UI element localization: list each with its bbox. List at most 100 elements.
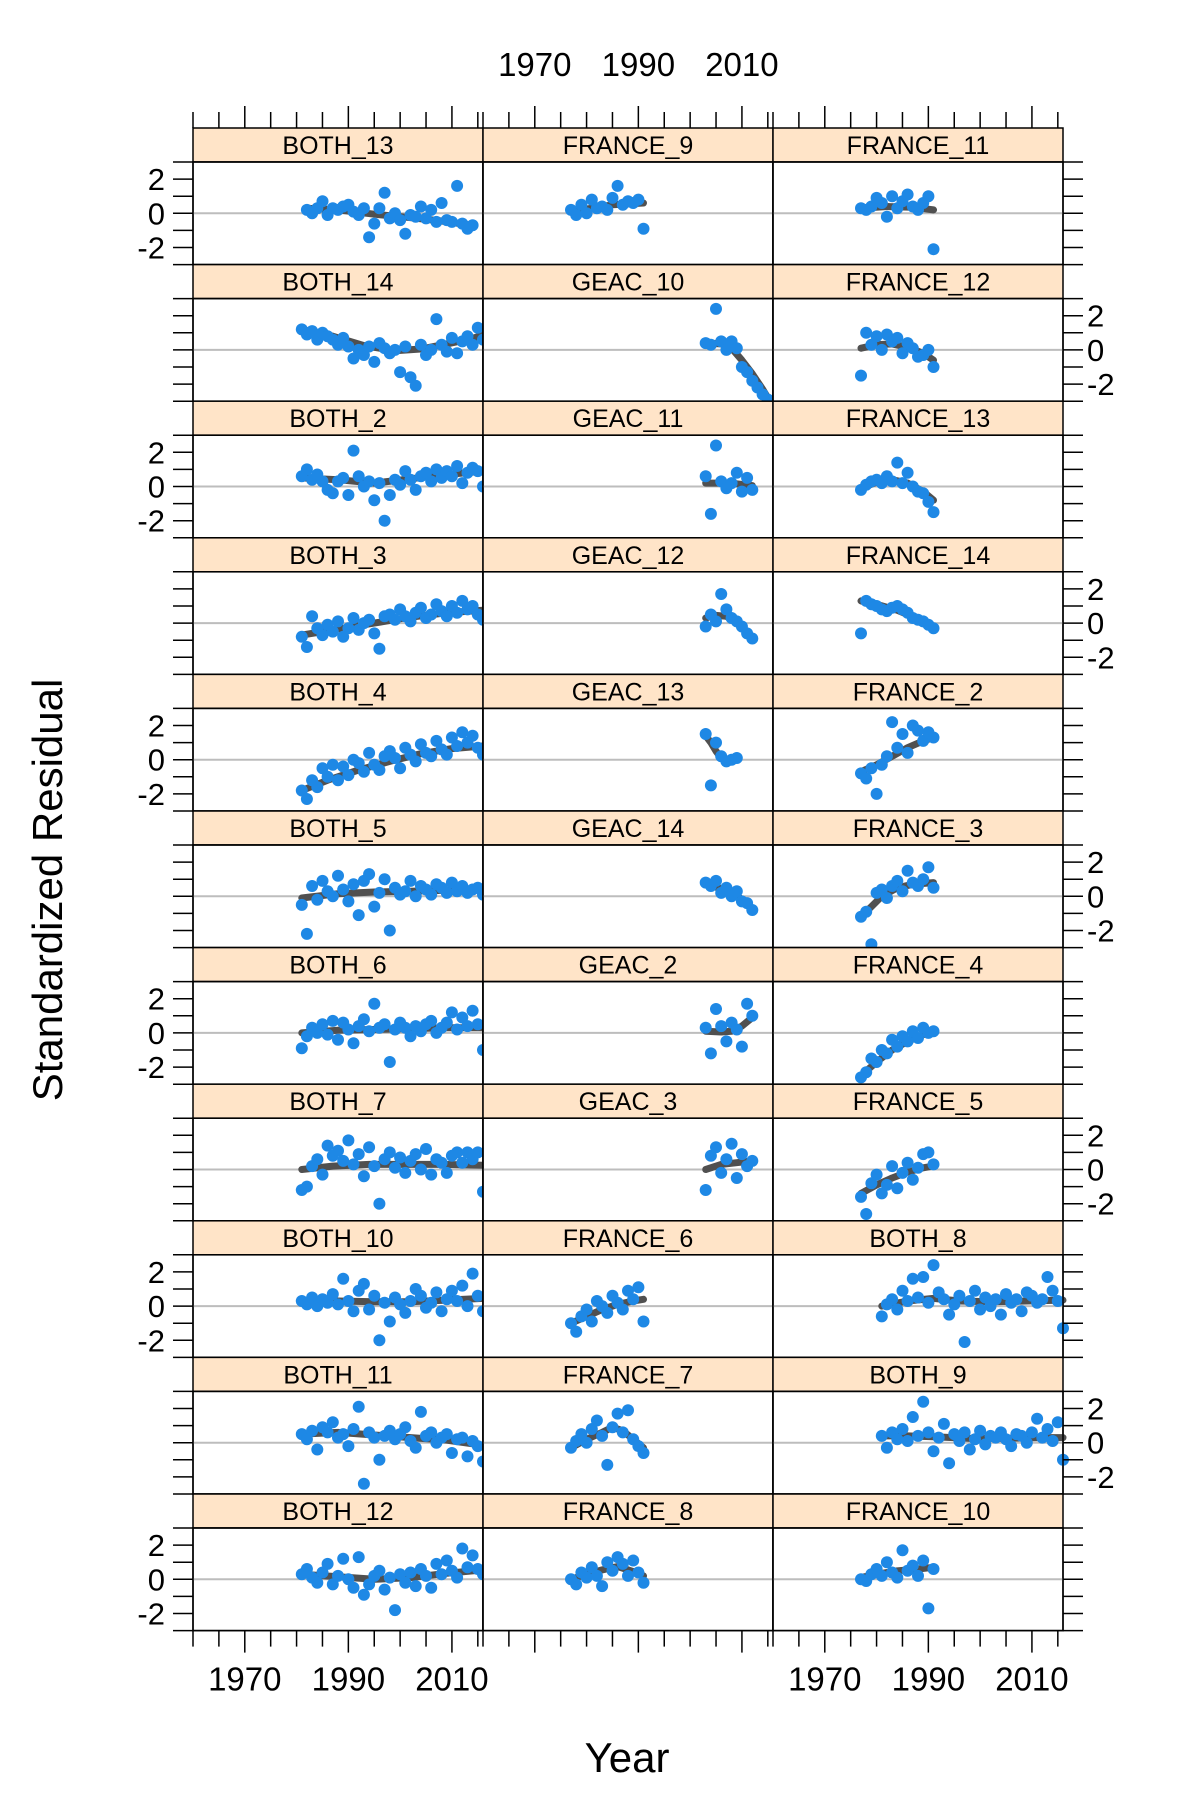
data-point [466, 338, 479, 351]
data-point [420, 1569, 432, 1582]
data-point [632, 1566, 645, 1579]
data-point [456, 1011, 469, 1024]
data-point [363, 475, 376, 488]
data-point [357, 1477, 370, 1490]
data-point [627, 1293, 640, 1306]
data-point [1046, 1435, 1059, 1447]
data-point [311, 1443, 324, 1456]
data-point [311, 1026, 324, 1039]
data-point [901, 188, 914, 201]
data-point [741, 366, 754, 379]
data-point [870, 330, 883, 343]
data-point [342, 1023, 355, 1036]
data-point [922, 861, 935, 874]
data-point [456, 726, 469, 739]
data-point [912, 724, 924, 737]
panel-strip [192, 127, 484, 163]
data-point [570, 1578, 583, 1591]
data-point [440, 886, 453, 899]
data-point [394, 366, 407, 379]
data-point [710, 439, 722, 452]
data-point [730, 466, 743, 479]
panel-geac-11: GEAC_11 [482, 400, 774, 539]
y-tick-label: 0 [1087, 333, 1104, 368]
y-tick-label: -2 [1087, 640, 1115, 675]
data-point [886, 1160, 899, 1173]
data-point [585, 1315, 598, 1328]
data-point [326, 487, 339, 500]
data-point [440, 748, 453, 761]
data-point [378, 873, 391, 886]
panel-strip [192, 946, 484, 983]
panel-france-6: FRANCE_6 [482, 1220, 774, 1359]
data-point [383, 1056, 396, 1068]
data-point [445, 1447, 458, 1459]
data-point [746, 632, 759, 645]
panel-strip [192, 1220, 484, 1256]
data-point [373, 764, 386, 776]
panel-strip-label: FRANCE_10 [846, 1498, 991, 1526]
panel-strip-label: FRANCE_8 [563, 1498, 694, 1526]
data-point [420, 1143, 432, 1155]
data-point [901, 1156, 914, 1169]
data-point [363, 1025, 376, 1038]
panel-strip-label: FRANCE_14 [846, 542, 991, 570]
data-point [891, 741, 904, 754]
data-point [860, 905, 873, 918]
data-point [1025, 1426, 1038, 1439]
data-point [383, 924, 396, 937]
data-point [994, 1308, 1007, 1321]
panel-france-4: FRANCE_4 [772, 946, 1083, 1085]
data-point [471, 1018, 484, 1031]
data-point [311, 1153, 324, 1166]
panel-geac-12: GEAC_12 [482, 537, 774, 676]
data-point [332, 1144, 344, 1157]
data-point [363, 340, 376, 353]
data-point [580, 1571, 593, 1584]
data-point [456, 477, 469, 490]
data-point [912, 1032, 924, 1044]
data-point [440, 1166, 453, 1179]
data-point [622, 1284, 634, 1297]
data-point [958, 1426, 971, 1439]
data-point [445, 470, 458, 483]
data-point [409, 755, 422, 768]
panel-france-8: FRANCE_8 [482, 1493, 774, 1632]
data-point [440, 1428, 453, 1441]
data-point [927, 881, 940, 894]
data-point [471, 321, 484, 334]
data-point [352, 1148, 365, 1161]
data-point [373, 1334, 386, 1347]
data-point [399, 1166, 412, 1179]
data-point [637, 222, 650, 235]
panel-strip-label: GEAC_12 [572, 542, 685, 570]
x-tick-label-bottom: 2010 [995, 1661, 1068, 1698]
data-point [409, 379, 422, 392]
data-point [300, 1563, 313, 1575]
data-point [311, 781, 324, 794]
data-point [710, 615, 722, 628]
data-point [1031, 1412, 1044, 1425]
data-point [906, 1272, 919, 1285]
data-point [891, 1571, 904, 1584]
panel-strip-label: FRANCE_11 [847, 132, 990, 160]
data-point [347, 444, 360, 457]
data-point [425, 888, 438, 901]
data-point [445, 1006, 458, 1019]
data-point [860, 1208, 873, 1220]
panel-strip-label: BOTH_5 [289, 815, 386, 843]
data-point [306, 880, 319, 892]
data-point [383, 489, 396, 501]
y-tick-label: 0 [1087, 1426, 1104, 1461]
data-point [409, 210, 422, 223]
data-point [875, 1310, 888, 1323]
data-point [337, 331, 350, 344]
data-point [394, 214, 407, 227]
data-point [300, 641, 313, 653]
y-axis-label: Standardized Residual [24, 679, 71, 1102]
data-point [456, 1279, 469, 1292]
data-point [357, 1170, 370, 1183]
data-point [425, 343, 438, 356]
panel-strip [482, 400, 774, 436]
data-point [326, 758, 339, 771]
